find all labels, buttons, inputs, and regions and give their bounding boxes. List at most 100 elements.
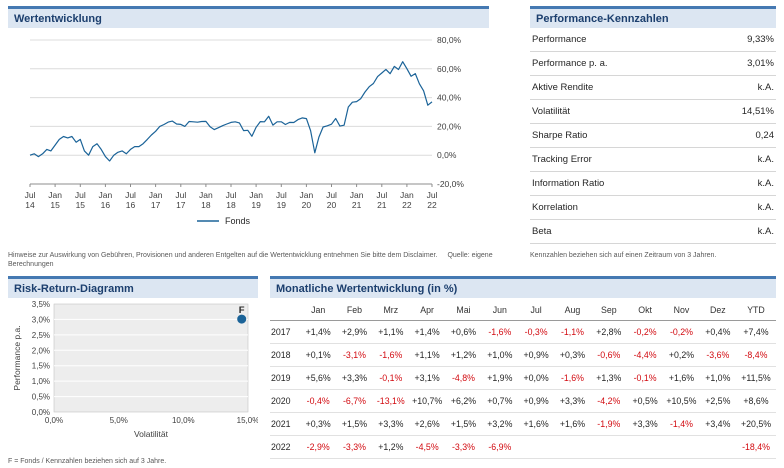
kennzahl-row: Korrelation k.A. xyxy=(530,196,776,220)
kennzahl-row: Performance 9,33% xyxy=(530,28,776,52)
monthly-value: -2,9% xyxy=(300,435,337,459)
monthly-value: +3,3% xyxy=(336,366,373,390)
monthly-value: -4,5% xyxy=(408,435,446,459)
kennzahlen-panel: Performance-Kennzahlen Performance 9,33% P… xyxy=(530,6,776,244)
x-tick-month: Jul xyxy=(75,190,86,200)
monthly-year: 2018 xyxy=(270,343,300,367)
monthly-value: -1,4% xyxy=(663,412,700,436)
monthly-value: +0,7% xyxy=(481,389,518,413)
kennzahl-row: Information Ratio k.A. xyxy=(530,172,776,196)
kennzahl-value: k.A. xyxy=(757,154,774,165)
monthly-year: 2020 xyxy=(270,389,300,413)
y-tick-label: 3,0% xyxy=(32,315,50,324)
x-tick-year: 15 xyxy=(76,200,86,210)
x-tick-year: 17 xyxy=(151,200,161,210)
x-tick-year: 22 xyxy=(427,200,437,210)
kennzahl-label: Information Ratio xyxy=(532,178,605,189)
x-tick-month: Jul xyxy=(326,190,337,200)
monthly-value: +2,9% xyxy=(336,320,373,344)
monthly-value: +1,6% xyxy=(554,412,591,436)
monthly-value: -4,2% xyxy=(590,389,627,413)
monthly-value: +0,2% xyxy=(663,343,700,367)
monthly-value: +0,6% xyxy=(445,320,482,344)
monthly-value: -0,1% xyxy=(626,366,664,390)
monthly-value: +1,5% xyxy=(445,412,482,436)
monthly-value: +10,5% xyxy=(663,389,700,413)
monthly-value: -4,4% xyxy=(626,343,664,367)
x-tick-month: Jul xyxy=(226,190,237,200)
monthly-value: +1,6% xyxy=(517,412,555,436)
x-axis-label: Volatilität xyxy=(134,429,169,439)
monthly-col-header: Okt xyxy=(626,298,664,321)
fonds-line xyxy=(29,61,433,162)
x-tick-label: 0,0% xyxy=(45,416,63,425)
monthly-row: 2019 +5,6% +3,3% -0,1% +3,1% -4,8% +1,9% +0,0% -… xyxy=(270,366,776,390)
disclaimer-left: Hinweise zur Auswirkung von Gebühren, Pr… xyxy=(8,252,520,270)
monthly-year: 2022 xyxy=(270,435,300,459)
monthly-value xyxy=(554,435,591,459)
monthly-value: -1,6% xyxy=(372,343,409,367)
monthly-value xyxy=(699,435,736,459)
risk-return-panel: Risk-Return-Diagramm 0,0% 0,5% 1,0% 1,5% 2,0… xyxy=(8,276,258,440)
monthly-value: +0,9% xyxy=(517,389,555,413)
y-tick-label: 3,5% xyxy=(32,300,50,309)
monthly-value: -3,1% xyxy=(336,343,373,367)
monthly-value: +2,5% xyxy=(699,389,736,413)
x-tick-year: 18 xyxy=(226,200,236,210)
fonds-point xyxy=(237,314,247,324)
x-tick-year: 21 xyxy=(352,200,362,210)
monthly-col-header: Feb xyxy=(336,298,373,321)
monthly-value: +1,2% xyxy=(445,343,482,367)
x-tick-month: Jan xyxy=(350,190,364,200)
x-tick-month: Jul xyxy=(125,190,136,200)
x-tick-month: Jan xyxy=(199,190,213,200)
x-tick-label: 10,0% xyxy=(172,416,195,425)
kennzahl-value: k.A. xyxy=(757,178,774,189)
monthly-value: +1,0% xyxy=(481,343,518,367)
kennzahl-row: Aktive Rendite k.A. xyxy=(530,76,776,100)
monthly-value: +10,7% xyxy=(408,389,446,413)
monthly-value: +1,6% xyxy=(663,366,700,390)
kennzahlen-panel-header: Performance-Kennzahlen xyxy=(530,6,776,28)
monthly-value: +0,4% xyxy=(699,320,736,344)
kennzahl-value: k.A. xyxy=(757,82,774,93)
kennzahl-value: 3,01% xyxy=(747,58,774,69)
monthly-value: -6,9% xyxy=(481,435,518,459)
monthly-value: +1,2% xyxy=(372,435,409,459)
monthly-value: +1,1% xyxy=(372,320,409,344)
risk-return-scatter-chart: 0,0% 0,5% 1,0% 1,5% 2,0% 2,5% 3,0% 3,5% 0,0% 5,0%… xyxy=(12,300,258,439)
monthly-value: +2,6% xyxy=(408,412,446,436)
monthly-value: +8,6% xyxy=(736,389,776,413)
x-tick-month: Jul xyxy=(175,190,186,200)
y-tick-label: 20,0% xyxy=(437,121,462,131)
monthly-value: -1,1% xyxy=(554,320,591,344)
monthly-panel-title: Monatliche Wertentwicklung (in %) xyxy=(276,282,458,295)
kennzahl-label: Performance xyxy=(532,34,587,45)
monthly-value: +0,0% xyxy=(517,366,555,390)
monthly-value: -0,2% xyxy=(626,320,664,344)
x-tick-year: 16 xyxy=(126,200,136,210)
monthly-value: +1,9% xyxy=(481,366,518,390)
x-tick-month: Jan xyxy=(48,190,62,200)
monthly-value: +3,3% xyxy=(554,389,591,413)
monthly-performance-table: Jan Feb Mrz Apr Mai Jun Jul Aug Sep Okt Nov Dez YTD … xyxy=(270,298,776,459)
monthly-value: +1,4% xyxy=(300,320,337,344)
risk-return-panel-header: Risk-Return-Diagramm xyxy=(8,276,258,298)
monthly-value: +1,4% xyxy=(408,320,446,344)
kennzahl-value: k.A. xyxy=(757,202,774,213)
x-tick-year: 15 xyxy=(50,200,60,210)
monthly-value: -0,4% xyxy=(300,389,337,413)
kennzahl-row: Beta k.A. xyxy=(530,220,776,244)
kennzahl-value: 0,24 xyxy=(755,130,775,141)
y-tick-label: 60,0% xyxy=(437,64,462,74)
monthly-col-header: Dez xyxy=(699,298,736,321)
monthly-year: 2019 xyxy=(270,366,300,390)
kennzahl-value: 14,51% xyxy=(741,106,774,117)
monthly-value: -3,3% xyxy=(336,435,373,459)
monthly-value xyxy=(663,435,700,459)
fonds-point-label: F xyxy=(239,305,245,316)
monthly-value: -18,4% xyxy=(736,435,776,459)
monthly-value: -1,6% xyxy=(481,320,518,344)
monthly-value: -3,3% xyxy=(445,435,482,459)
monthly-col-header: Jul xyxy=(517,298,555,321)
